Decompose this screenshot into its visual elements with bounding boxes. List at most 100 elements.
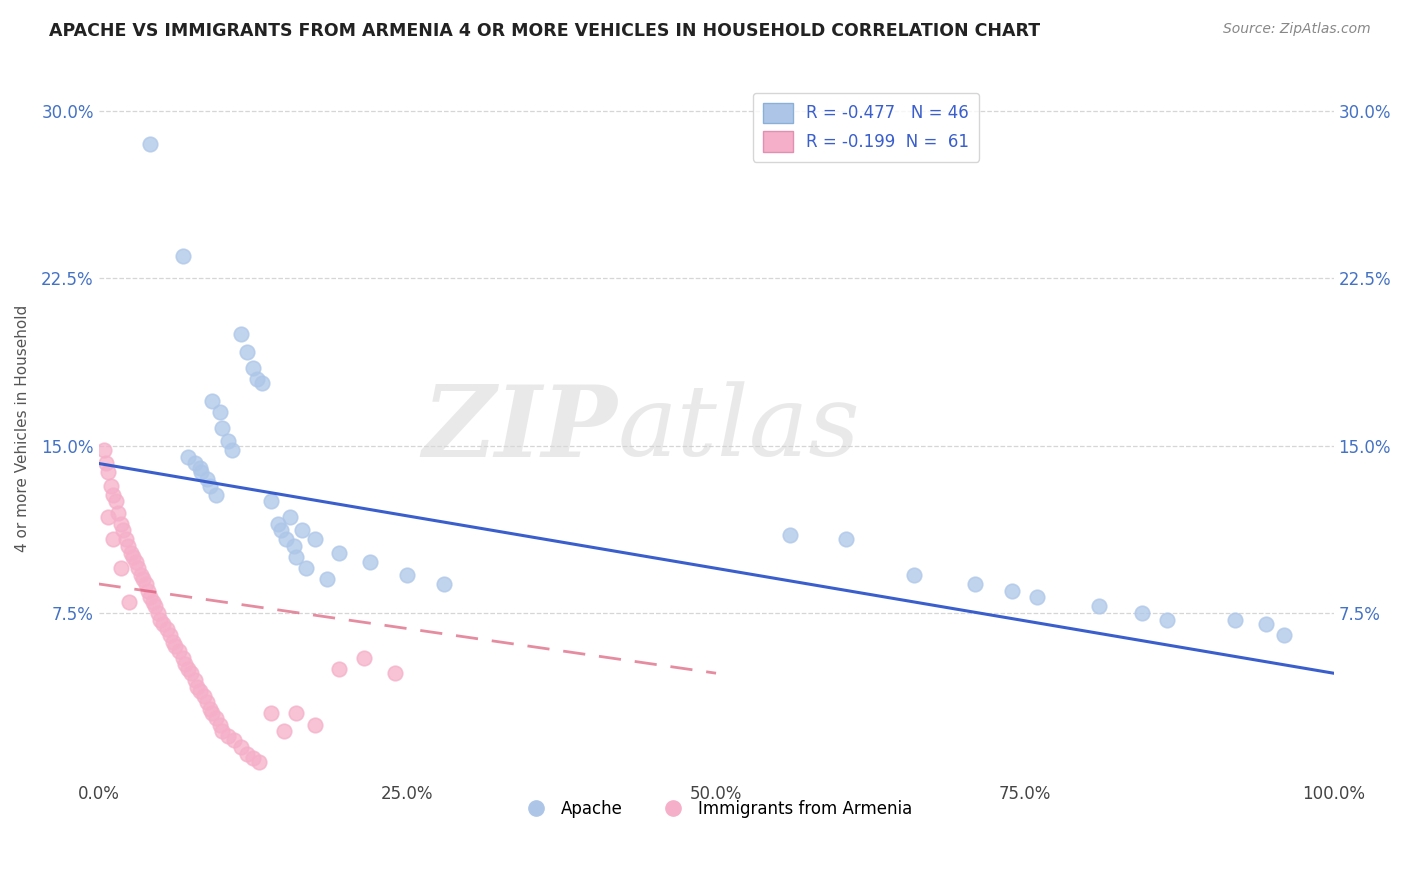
- Point: [114, 533, 136, 547]
- Point: [221, 443, 243, 458]
- Point: [93, 443, 115, 458]
- Point: [184, 673, 207, 687]
- Point: [291, 524, 314, 538]
- Point: [118, 595, 141, 609]
- Point: [224, 733, 246, 747]
- Point: [107, 506, 129, 520]
- Point: [266, 516, 288, 531]
- Point: [149, 613, 172, 627]
- Point: [103, 533, 125, 547]
- Point: [124, 555, 146, 569]
- Point: [159, 628, 181, 642]
- Point: [285, 706, 308, 721]
- Point: [295, 561, 318, 575]
- Point: [965, 577, 987, 591]
- Point: [132, 573, 155, 587]
- Point: [276, 533, 298, 547]
- Point: [205, 711, 228, 725]
- Point: [208, 717, 231, 731]
- Point: [174, 657, 197, 672]
- Point: [167, 644, 190, 658]
- Text: ZIP: ZIP: [422, 381, 617, 477]
- Point: [283, 539, 305, 553]
- Point: [195, 472, 218, 486]
- Point: [103, 488, 125, 502]
- Point: [127, 561, 149, 575]
- Point: [201, 706, 224, 721]
- Point: [285, 550, 308, 565]
- Point: [146, 606, 169, 620]
- Point: [190, 466, 212, 480]
- Point: [304, 717, 326, 731]
- Point: [176, 662, 198, 676]
- Point: [186, 680, 208, 694]
- Point: [903, 568, 925, 582]
- Point: [270, 524, 292, 538]
- Point: [110, 561, 132, 575]
- Point: [100, 479, 122, 493]
- Text: Source: ZipAtlas.com: Source: ZipAtlas.com: [1223, 22, 1371, 37]
- Point: [1254, 617, 1277, 632]
- Point: [779, 528, 801, 542]
- Y-axis label: 4 or more Vehicles in Household: 4 or more Vehicles in Household: [15, 305, 30, 552]
- Point: [97, 510, 120, 524]
- Point: [193, 689, 215, 703]
- Point: [184, 457, 207, 471]
- Point: [172, 650, 194, 665]
- Point: [1130, 606, 1153, 620]
- Point: [328, 546, 350, 560]
- Point: [211, 421, 233, 435]
- Point: [117, 539, 139, 553]
- Point: [110, 516, 132, 531]
- Point: [198, 702, 221, 716]
- Point: [188, 461, 211, 475]
- Point: [217, 434, 239, 449]
- Point: [94, 457, 117, 471]
- Point: [250, 376, 273, 391]
- Point: [1026, 591, 1049, 605]
- Point: [396, 568, 419, 582]
- Point: [316, 573, 339, 587]
- Point: [236, 344, 259, 359]
- Point: [172, 249, 194, 263]
- Point: [139, 591, 162, 605]
- Point: [145, 599, 167, 614]
- Text: atlas: atlas: [617, 381, 860, 476]
- Point: [188, 684, 211, 698]
- Point: [135, 577, 157, 591]
- Point: [180, 666, 202, 681]
- Point: [278, 510, 301, 524]
- Point: [260, 706, 283, 721]
- Point: [229, 326, 252, 341]
- Point: [1088, 599, 1111, 614]
- Point: [1001, 583, 1024, 598]
- Point: [97, 466, 120, 480]
- Point: [195, 695, 218, 709]
- Point: [242, 360, 264, 375]
- Point: [198, 479, 221, 493]
- Point: [176, 450, 198, 464]
- Point: [273, 724, 295, 739]
- Point: [152, 617, 174, 632]
- Point: [260, 494, 283, 508]
- Point: [246, 372, 269, 386]
- Point: [433, 577, 456, 591]
- Point: [328, 662, 350, 676]
- Point: [304, 533, 326, 547]
- Point: [104, 494, 127, 508]
- Point: [165, 640, 187, 654]
- Point: [162, 635, 184, 649]
- Point: [136, 583, 159, 598]
- Point: [155, 622, 177, 636]
- Point: [139, 137, 162, 152]
- Point: [1272, 628, 1295, 642]
- Point: [359, 555, 381, 569]
- Point: [129, 568, 152, 582]
- Point: [205, 488, 228, 502]
- Point: [1156, 613, 1178, 627]
- Point: [242, 751, 264, 765]
- Point: [112, 524, 135, 538]
- Legend: Apache, Immigrants from Armenia: Apache, Immigrants from Armenia: [513, 793, 920, 825]
- Point: [142, 595, 165, 609]
- Point: [211, 724, 233, 739]
